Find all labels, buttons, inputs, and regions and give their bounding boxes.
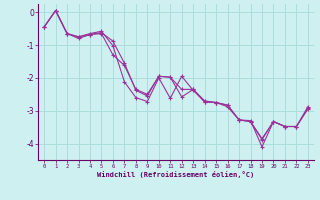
X-axis label: Windchill (Refroidissement éolien,°C): Windchill (Refroidissement éolien,°C) — [97, 171, 255, 178]
